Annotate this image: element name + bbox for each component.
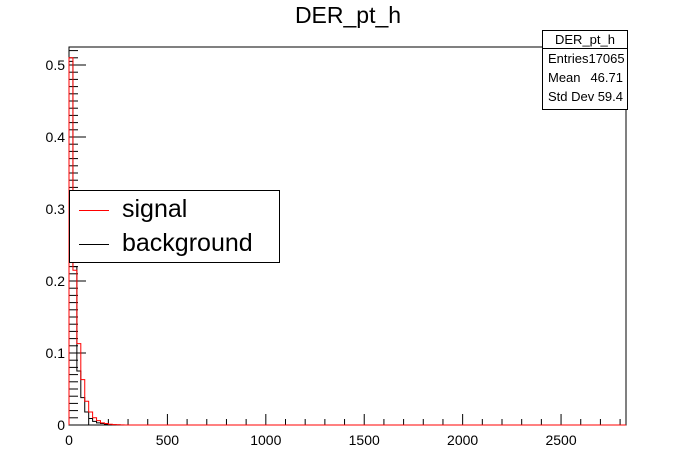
y-tick-label: 0.1 xyxy=(46,345,66,361)
x-tick-label: 2500 xyxy=(545,432,576,448)
x-tick-label: 1500 xyxy=(349,432,380,448)
stats-value: 17065 xyxy=(588,51,625,66)
stats-label: Mean xyxy=(548,70,581,85)
x-tick-label: 2000 xyxy=(447,432,478,448)
stats-box-title: DER_pt_h xyxy=(543,31,627,49)
y-tick-label: 0 xyxy=(57,417,65,433)
stats-row-entries: Entries 17065 xyxy=(543,49,627,68)
stats-value: 59.4 xyxy=(597,89,623,104)
x-tick-label: 0 xyxy=(65,432,73,448)
histogram-series xyxy=(68,57,626,426)
chart-title: DER_pt_h xyxy=(294,2,402,28)
axis-ticks: 0 500 1000 1500 2000 2500 0 0.1 0.2 0.3 0.4 0.5 xyxy=(46,50,621,448)
x-tick-label: 500 xyxy=(156,432,180,448)
stats-row-mean: Mean 46.71 xyxy=(543,68,627,87)
y-tick-label: 0.4 xyxy=(46,129,66,145)
legend-label: signal xyxy=(122,195,188,223)
legend: signal background xyxy=(69,190,280,263)
y-tick-label: 0.3 xyxy=(46,201,66,217)
legend-entry-signal: signal xyxy=(70,193,279,227)
stats-box: DER_pt_h Entries 17065 Mean 46.71 Std De… xyxy=(542,30,628,110)
legend-swatch xyxy=(79,244,109,245)
legend-label: background xyxy=(122,229,253,257)
x-tick-label: 1000 xyxy=(250,432,281,448)
stats-label: Entries xyxy=(548,51,589,66)
y-tick-label: 0.2 xyxy=(46,273,66,289)
legend-entry-background: background xyxy=(70,227,279,261)
series-signal xyxy=(68,57,626,426)
y-tick-label: 0.5 xyxy=(46,57,66,73)
stats-value: 46.71 xyxy=(590,70,623,85)
legend-swatch xyxy=(79,210,109,211)
stats-label: Std Dev xyxy=(548,89,595,104)
stats-row-std-dev: Std Dev 59.4 xyxy=(543,87,627,106)
